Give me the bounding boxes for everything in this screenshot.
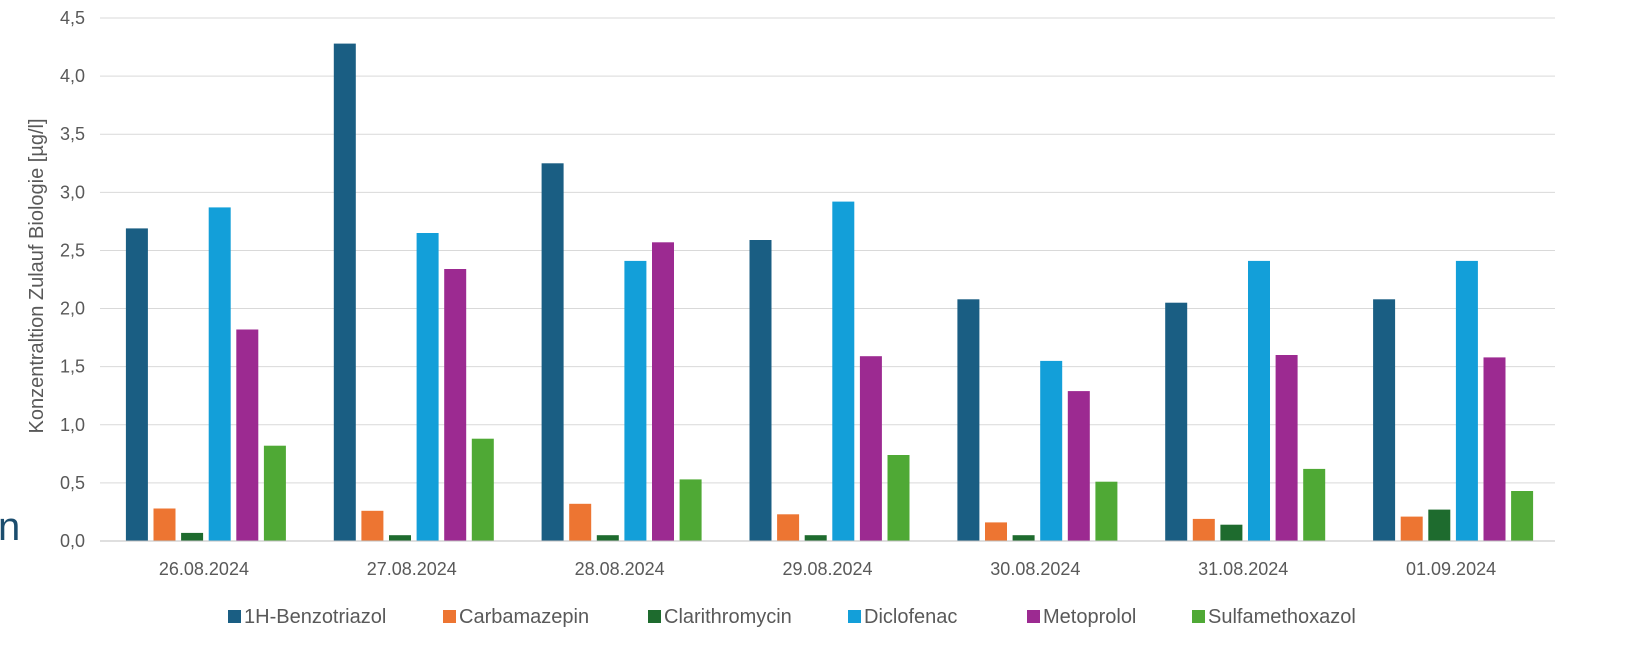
bar (1303, 468, 1326, 541)
legend-label: Sulfamethoxazol (1208, 606, 1356, 628)
x-tick-label: 28.08.2024 (575, 559, 665, 579)
y-axis-ticks: 0,0 0,5 1,0 1,5 2,0 2,5 3,0 3,5 4,0 4,5 (60, 8, 85, 551)
legend-swatch (228, 610, 241, 623)
bar (1511, 491, 1534, 541)
bar (1220, 524, 1243, 541)
bar (541, 163, 564, 542)
bar (389, 535, 411, 541)
bar (624, 260, 647, 541)
bar (859, 356, 882, 541)
legend-swatch (648, 610, 661, 623)
y-tick-label: 1,5 (60, 357, 85, 377)
bar (1275, 355, 1298, 541)
x-tick-label: 27.08.2024 (367, 559, 457, 579)
bar (804, 535, 827, 541)
bar (416, 233, 439, 541)
bar (181, 532, 204, 541)
bar (749, 240, 772, 541)
bar (1428, 509, 1451, 541)
x-axis-ticks: 26.08.2024 27.08.2024 28.08.2024 29.08.2024… (159, 559, 1496, 579)
legend-swatch (1027, 610, 1040, 623)
bar (471, 438, 494, 541)
bar (887, 455, 910, 541)
legend-swatch (848, 610, 861, 623)
bar (957, 299, 980, 541)
legend-label: Carbamazepin (459, 606, 589, 628)
bar (153, 508, 176, 541)
bar (236, 329, 259, 541)
bar (652, 242, 674, 542)
bar (596, 535, 619, 541)
bars (125, 43, 1534, 542)
y-tick-label: 1,0 (60, 415, 85, 435)
x-tick-label: 01.09.2024 (1406, 559, 1496, 579)
bar (1400, 516, 1423, 541)
y-tick-label: 0,5 (60, 473, 85, 493)
bar (1455, 260, 1478, 541)
x-tick-label: 30.08.2024 (990, 559, 1080, 579)
y-tick-label: 2,5 (60, 240, 85, 260)
y-tick-label: 3,0 (60, 182, 85, 202)
bar (1192, 518, 1215, 541)
legend-swatch (443, 610, 456, 623)
clipped-edge-glyph: n (0, 505, 20, 549)
bar (444, 269, 467, 541)
y-tick-label: 4,5 (60, 8, 85, 28)
bar (1483, 357, 1506, 541)
bar (333, 43, 356, 541)
gridlines (100, 17, 1555, 484)
y-tick-label: 2,0 (60, 299, 85, 319)
legend-label: Diclofenac (864, 606, 957, 628)
bar (1248, 260, 1270, 541)
bar (777, 514, 800, 541)
bar (125, 228, 148, 541)
bar (1165, 302, 1188, 541)
bar (679, 479, 702, 541)
bar (832, 201, 855, 541)
bar (985, 522, 1007, 541)
x-tick-label: 29.08.2024 (782, 559, 872, 579)
bar (263, 445, 286, 541)
legend-label: Metoprolol (1043, 606, 1136, 628)
y-tick-label: 4,0 (60, 66, 85, 86)
legend-label: 1H-Benzotriazol (244, 606, 386, 628)
legend: 1H-Benzotriazol Carbamazepin Clarithromyci… (228, 606, 1356, 628)
y-tick-label: 3,5 (60, 124, 85, 144)
bar (1067, 391, 1090, 541)
bar (1012, 535, 1035, 541)
bar (569, 503, 592, 541)
legend-swatch (1192, 610, 1205, 623)
bar (1373, 299, 1396, 541)
bar (208, 207, 231, 541)
bar (1095, 481, 1118, 541)
y-tick-label: 0,0 (60, 531, 85, 551)
x-tick-label: 26.08.2024 (159, 559, 249, 579)
y-axis-title: Konzentraltion Zulauf Biologie [µg/l] (26, 118, 48, 433)
x-tick-label: 31.08.2024 (1198, 559, 1288, 579)
bar (1040, 360, 1063, 541)
legend-label: Clarithromycin (664, 606, 792, 628)
bar (361, 510, 384, 541)
